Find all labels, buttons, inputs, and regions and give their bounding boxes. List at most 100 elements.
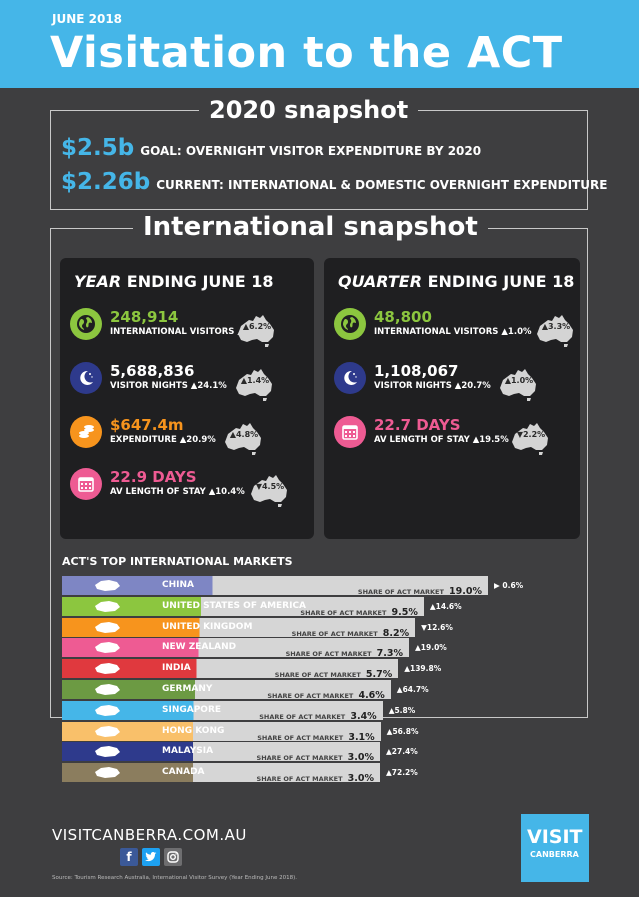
australia-map-icon: ▼2.2% <box>509 420 553 456</box>
market-share: SHARE OF ACT MARKET 3.0% <box>256 752 374 764</box>
year-panel: YEAR ENDING JUNE 18 248,914 INTERNATIONAL… <box>60 258 314 539</box>
market-row: CHINA SHARE OF ACT MARKET 19.0% ▶ 0.6% <box>62 576 602 597</box>
china-map-icon <box>62 576 152 595</box>
market-name: NEW ZEALAND <box>162 642 237 653</box>
stat-label: INTERNATIONAL VISITORS ▲12.4% <box>110 327 274 337</box>
singapore-map-icon <box>62 700 152 720</box>
market-share: SHARE OF ACT MARKET 5.7% <box>274 669 393 681</box>
market-share: SHARE OF ACT MARKET 8.2% <box>291 627 410 639</box>
market-bar-accent <box>152 742 380 762</box>
market-change: ▲139.8% <box>404 664 442 674</box>
market-row: UNITED KINGDOM SHARE OF ACT MARKET 8.2% ▼1… <box>62 617 602 639</box>
market-share-value: 7.3% <box>376 648 404 660</box>
moon-icon <box>334 362 366 394</box>
market-share: SHARE OF ACT MARKET 3.4% <box>259 710 377 722</box>
market-share: SHARE OF ACT MARKET 4.6% <box>267 690 385 701</box>
snapshot-2020-title: 2020 snapshot <box>199 96 419 124</box>
market-row: INDIA SHARE OF ACT MARKET 5.7% ▲139.8% <box>62 659 602 681</box>
calendar-icon <box>334 416 366 448</box>
market-bar-accent <box>152 763 380 783</box>
australia-map-icon: ▲1.0% <box>497 366 541 402</box>
usa-map-icon <box>62 596 152 616</box>
market-share: SHARE OF ACT MARKET 7.3% <box>285 648 404 660</box>
stat-value: 22.7 DAYS <box>374 416 461 434</box>
market-row: UNITED STATES OF AMERICA SHARE OF ACT MAR… <box>62 596 602 618</box>
header-banner: JUNE 2018 Visitation to the ACT <box>0 0 639 88</box>
current-label: CURRENT: INTERNATIONAL & DOMESTIC OVERNI… <box>156 178 608 192</box>
stat-item: 22.7 DAYS AV LENGTH OF STAY ▲19.5% ▼2.2% <box>334 416 574 456</box>
market-bar-accent <box>152 700 383 720</box>
stat-value: 5,688,836 <box>110 362 195 380</box>
australia-map-icon: ▲3.3% <box>534 312 578 348</box>
stat-label: VISITOR NIGHTS ▲20.7% <box>374 381 491 391</box>
market-name: CHINA <box>162 580 194 590</box>
nz-map-icon <box>62 638 152 658</box>
market-share: SHARE OF ACT MARKET 3.1% <box>257 731 375 743</box>
stat-label: AV LENGTH OF STAY ▲19.5% <box>374 435 509 445</box>
market-change: ▲72.2% <box>386 768 418 778</box>
page-title: Visitation to the ACT <box>50 28 563 78</box>
market-name: GERMANY <box>162 684 213 694</box>
market-change: ▲19.0% <box>415 643 447 653</box>
market-share: SHARE OF ACT MARKET 9.5% <box>300 606 418 618</box>
stat-label: VISITOR NIGHTS ▲24.1% <box>110 381 227 391</box>
germany-map-icon <box>62 680 152 699</box>
uk-map-icon <box>62 617 152 637</box>
market-row: NEW ZEALAND SHARE OF ACT MARKET 7.3% ▲19.0… <box>62 638 602 660</box>
stat-item: 22.9 DAYS AV LENGTH OF STAY ▲10.4% ▼4.5% <box>70 468 310 508</box>
current-line: $2.26b CURRENT: INTERNATIONAL & DOMESTIC… <box>61 169 607 195</box>
market-change: ▶ 0.6% <box>494 581 524 590</box>
markets-title: ACT'S TOP INTERNATIONAL MARKETS <box>62 555 293 568</box>
market-bar-accent <box>152 617 416 637</box>
stat-item: $647.4m EXPENDITURE ▲20.9% ▲4.8% <box>70 416 310 456</box>
facebook-icon[interactable]: f <box>120 848 138 866</box>
twitter-icon[interactable] <box>142 848 160 866</box>
market-bar-accent <box>152 638 410 658</box>
calendar-icon <box>70 468 102 500</box>
hongkong-map-icon <box>62 721 152 741</box>
india-map-icon <box>62 659 152 679</box>
market-change: ▲56.8% <box>386 726 419 736</box>
market-name: UNITED STATES OF AMERICA <box>162 600 307 611</box>
market-name: INDIA <box>162 663 191 674</box>
market-name: HONG KONG <box>162 725 225 736</box>
market-name: UNITED KINGDOM <box>162 621 253 632</box>
market-bar-accent <box>152 721 381 741</box>
market-share-value: 3.0% <box>347 773 374 785</box>
australia-change: ▼2.2% <box>516 430 546 439</box>
snapshot-2020-box: $2.5b GOAL: OVERNIGHT VISITOR EXPENDITUR… <box>50 110 607 210</box>
market-share: SHARE OF ACT MARKET 19.0% <box>357 586 482 597</box>
market-share-value: 3.1% <box>348 731 375 743</box>
market-bar-accent <box>152 659 399 679</box>
australia-map-icon: ▲1.4% <box>233 366 277 402</box>
goal-value: $2.5b <box>61 135 135 161</box>
goal-line: $2.5b GOAL: OVERNIGHT VISITOR EXPENDITUR… <box>61 135 481 161</box>
canada-map-icon <box>62 763 152 783</box>
market-bar-accent <box>152 680 391 699</box>
report-date: JUNE 2018 <box>52 12 123 26</box>
market-name: MALAYSIA <box>162 746 214 757</box>
coins-icon <box>70 416 102 448</box>
instagram-icon[interactable] <box>164 848 182 866</box>
stat-value: $647.4m <box>110 416 184 434</box>
market-change: ▲5.8% <box>388 705 416 715</box>
moon-icon <box>70 362 102 394</box>
market-name: CANADA <box>162 767 205 778</box>
market-row: CANADA SHARE OF ACT MARKET 3.0% ▲72.2% <box>62 763 602 785</box>
stat-item: 48,800 INTERNATIONAL VISITORS ▲1.0% ▲3.3% <box>334 308 574 348</box>
market-share-value: 3.0% <box>347 752 374 764</box>
source-note: Source: Tourism Research Australia, Inte… <box>52 875 298 881</box>
market-change: ▲14.6% <box>429 601 462 611</box>
australia-change: ▲6.2% <box>242 322 272 331</box>
market-share-value: 19.0% <box>449 586 482 597</box>
market-bar-accent <box>152 576 488 595</box>
australia-change: ▼4.5% <box>255 482 285 491</box>
globe-icon <box>70 308 102 340</box>
website-link[interactable]: VISITCANBERRA.COM.AU <box>52 826 247 844</box>
year-panel-title: YEAR ENDING JUNE 18 <box>74 272 274 291</box>
stat-label: AV LENGTH OF STAY ▲10.4% <box>110 487 245 497</box>
australia-change: ▲3.3% <box>541 322 571 331</box>
market-share-value: 3.4% <box>350 710 377 722</box>
globe-icon <box>334 308 366 340</box>
stat-label: INTERNATIONAL VISITORS ▲1.0% <box>374 327 532 337</box>
